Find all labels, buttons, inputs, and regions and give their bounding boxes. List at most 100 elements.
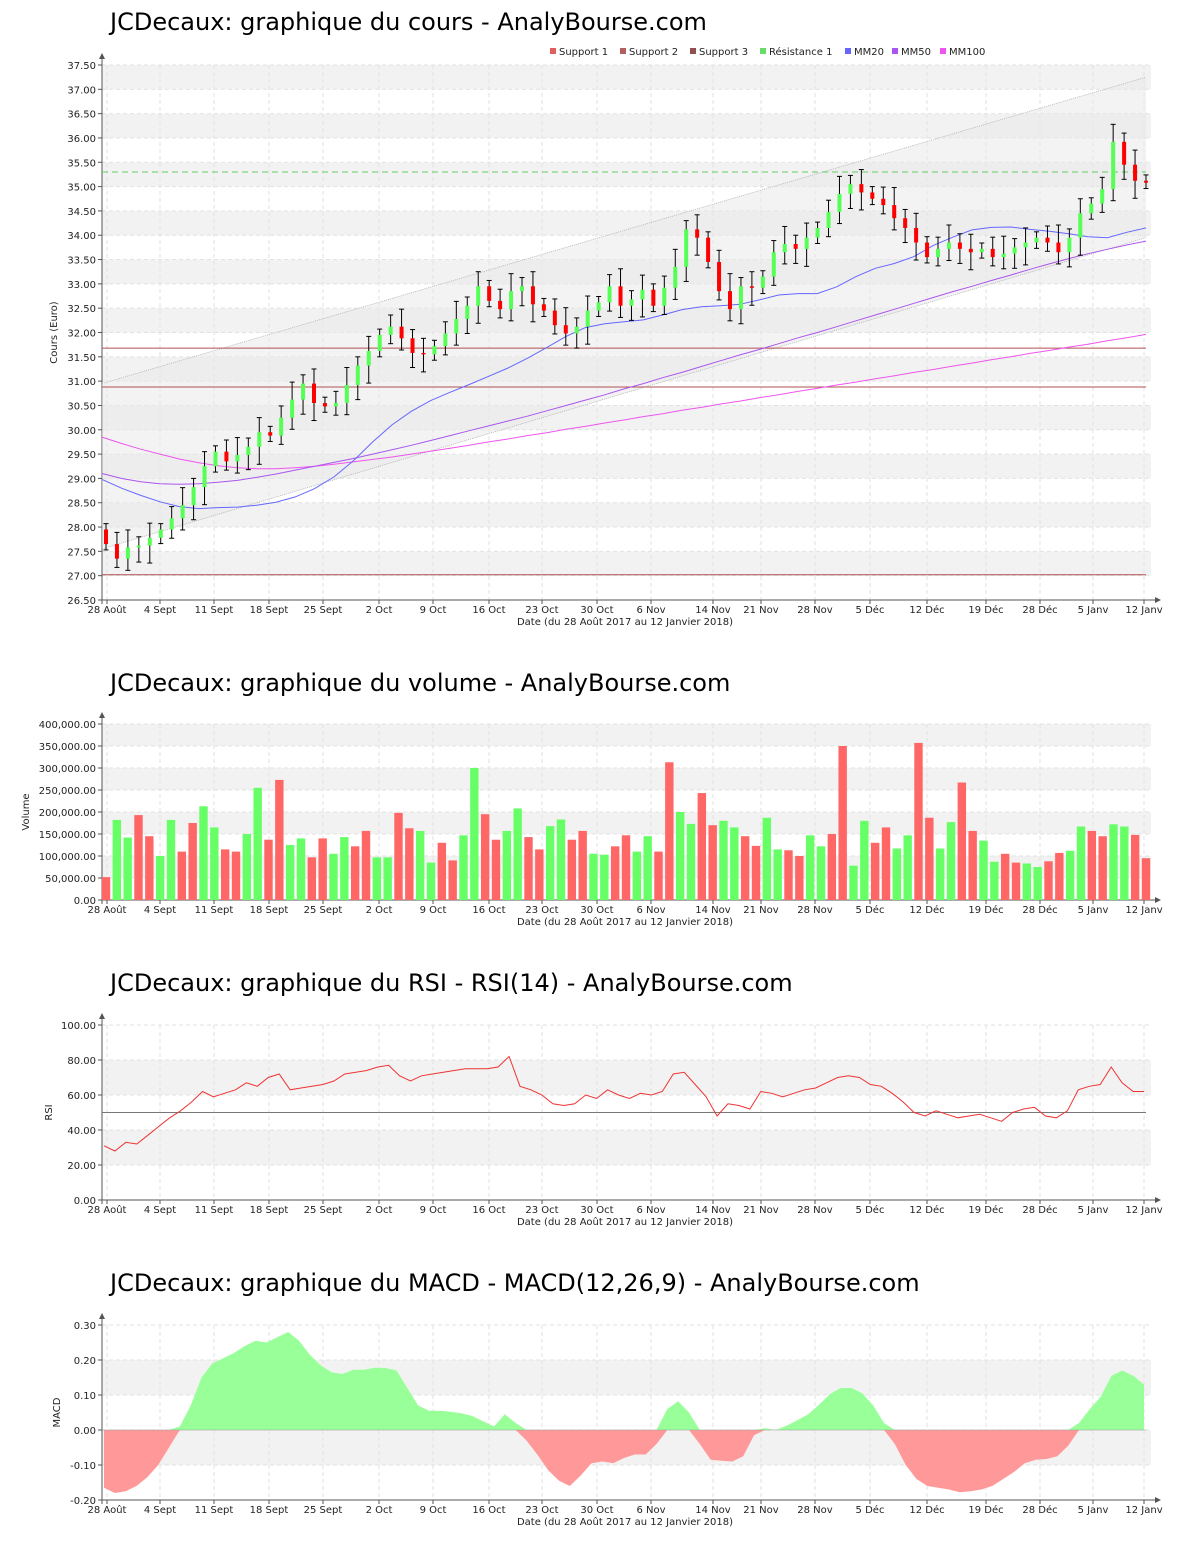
volume-bar	[405, 828, 414, 900]
volume-bar	[903, 835, 912, 900]
legend-swatch	[620, 48, 626, 54]
candle-body	[706, 237, 711, 262]
rsi-y-tick-label: 100.00	[61, 1021, 96, 1032]
price-band	[102, 551, 1151, 576]
candle-body	[914, 227, 919, 243]
candle-body	[695, 229, 700, 238]
price-x-axis-label: Date (du 28 Août 2017 au 12 Janvier 2018…	[517, 616, 733, 628]
candle-body	[892, 205, 897, 219]
legend-label: Résistance 1	[769, 46, 832, 58]
volume-bar	[925, 817, 934, 900]
candle-body	[1045, 237, 1050, 243]
candle-body	[990, 248, 995, 258]
candle-body	[552, 310, 557, 326]
macd-y-tick-label: 0.20	[74, 1356, 96, 1367]
volume-x-tick-label: 19 Déc	[968, 904, 1003, 916]
price-x-tick-label: 9 Oct	[420, 605, 447, 616]
rsi-x-tick-label: 28 Août	[88, 1204, 127, 1216]
price-x-tick-label: 6 Nov	[636, 605, 665, 616]
candle-body	[333, 403, 338, 407]
rsi-band	[102, 1060, 1151, 1095]
candle-body	[1034, 237, 1039, 243]
volume-bar	[394, 812, 403, 900]
volume-bar	[838, 746, 847, 900]
volume-y-tick-label: 200,000.00	[39, 808, 96, 819]
volume-bar	[578, 830, 587, 900]
volume-bar	[437, 842, 447, 900]
price-x-tick-label: 19 Déc	[968, 604, 1003, 616]
legend-swatch	[690, 48, 696, 54]
price-y-tick-label: 28.50	[67, 499, 96, 510]
volume-bar	[892, 848, 902, 900]
price-y-tick-label: 31.00	[67, 377, 96, 388]
candle-body	[651, 289, 656, 306]
volume-bar	[513, 808, 522, 900]
volume-bar	[773, 849, 782, 900]
candle-body	[925, 242, 930, 258]
price-x-arrow	[1155, 597, 1161, 603]
volume-x-tick-label: 28 Août	[88, 904, 127, 916]
price-y-tick-label: 27.00	[67, 572, 96, 583]
price-y-tick-label: 36.50	[67, 110, 96, 121]
candle-body	[1144, 180, 1148, 183]
candle-body	[290, 399, 295, 418]
volume-y-tick-label: 350,000.00	[39, 742, 96, 753]
volume-bar	[827, 834, 837, 900]
price-x-tick-label: 23 Oct	[525, 605, 558, 616]
candle-body	[574, 326, 579, 334]
volume-bar	[675, 812, 685, 900]
candle-body	[848, 184, 853, 194]
rsi-line	[103, 1055, 1144, 1152]
candle-body	[377, 334, 382, 351]
candle-body	[870, 192, 875, 199]
volume-bar	[188, 823, 197, 900]
volume-bar	[275, 779, 284, 900]
volume-bar	[242, 834, 252, 900]
volume-x-tick-label: 23 Oct	[525, 905, 558, 916]
price-chart-title: JCDecaux: graphique du cours - AnalyBour…	[110, 8, 707, 36]
rsi-x-tick-label: 5 Déc	[856, 1204, 885, 1216]
mm100-line	[101, 333, 1147, 470]
macd-y-tick-label: 0.30	[74, 1321, 96, 1332]
candle-body	[1067, 237, 1072, 253]
candle-body	[268, 432, 273, 436]
macd-x-tick-label: 25 Sept	[304, 1505, 343, 1516]
price-y-tick-label: 29.00	[67, 474, 96, 485]
legend-swatch	[760, 48, 766, 54]
candle-body	[1012, 247, 1017, 254]
rsi-plot: 0.00 20.00 40.00 60.00 80.00 100.00 28 Août 4 S…	[44, 1013, 1163, 1228]
rsi-x-tick-label: 2 Oct	[366, 1205, 393, 1216]
volume-bar	[199, 806, 208, 900]
price-x-tick-label: 25 Sept	[304, 605, 343, 616]
volume-x-tick-label: 28 Nov	[797, 905, 833, 916]
price-x-tick-label: 5 Déc	[856, 604, 885, 616]
price-y-tick-label: 29.50	[67, 450, 96, 461]
candle-body	[684, 229, 689, 267]
rsi-y-tick-label: 60.00	[67, 1091, 96, 1102]
volume-bar	[253, 787, 262, 900]
macd-y-tick-label: -0.10	[70, 1461, 96, 1472]
price-band	[102, 89, 1151, 114]
candle-body	[301, 383, 306, 400]
candle-body	[596, 302, 601, 311]
volume-bar	[556, 819, 566, 900]
rsi-x-tick-label: 14 Nov	[695, 1205, 731, 1216]
rsi-x-tick-label: 5 Janv	[1078, 1205, 1109, 1216]
volume-bar	[990, 861, 999, 900]
price-x-tick-label: 18 Sept	[250, 605, 289, 616]
candle-body	[410, 338, 415, 353]
candle-body	[355, 365, 360, 386]
macd-x-tick-label: 28 Nov	[797, 1505, 833, 1516]
candle-body	[443, 333, 448, 347]
price-channel-area	[102, 77, 1146, 549]
rsi-y-axis-label: RSI	[44, 1104, 55, 1120]
candle-body	[618, 286, 623, 306]
candle-body	[749, 286, 754, 288]
candle-body	[180, 505, 185, 519]
volume-band	[102, 768, 1151, 790]
legend-swatch	[550, 48, 556, 54]
candle-body	[202, 466, 207, 488]
volume-bar	[166, 819, 176, 900]
volume-plot: 0.00 50,000.00 100,000.00 150,000.00 200,000…	[21, 712, 1163, 928]
